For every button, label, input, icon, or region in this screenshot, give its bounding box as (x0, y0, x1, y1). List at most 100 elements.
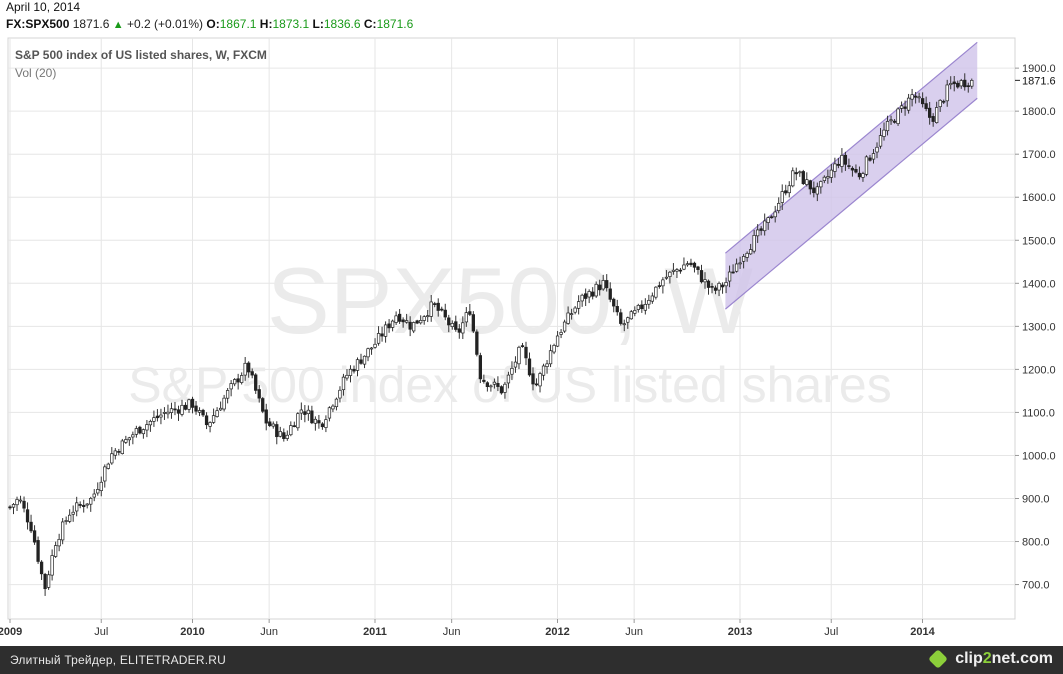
y-tick-label: 1200.0 (1022, 364, 1056, 376)
candle-body (784, 190, 788, 194)
close-value: 1871.6 (376, 17, 414, 31)
candle-body (836, 163, 841, 166)
candle-body (422, 316, 426, 321)
volume-indicator-label[interactable]: Vol (20) (15, 66, 56, 80)
candle-body (236, 378, 240, 383)
candle-body (496, 383, 500, 387)
y-tick-label: 800.0 (1022, 537, 1050, 549)
candle-body (148, 421, 153, 426)
candle-body (868, 157, 872, 161)
candle-body (913, 95, 918, 98)
candle-body (362, 355, 367, 365)
candle-body (605, 280, 609, 289)
x-tick-label: Jul (94, 626, 108, 638)
candle-body (254, 374, 258, 391)
candle-body (257, 389, 261, 399)
candle-body (833, 163, 837, 172)
candle-body (39, 561, 44, 575)
candle-body (629, 311, 633, 320)
last-price: 1871.6 (72, 17, 110, 31)
candle-body (770, 216, 774, 219)
candle-body (22, 500, 26, 509)
candle-body (685, 263, 690, 266)
candle-body (162, 411, 167, 414)
candle-body (285, 434, 289, 439)
candle-body (461, 322, 465, 334)
y-tick-label: 700.0 (1022, 580, 1050, 592)
candle-body (419, 320, 423, 324)
candle-body (706, 280, 711, 288)
symbol-name[interactable]: FX:SPX500 (6, 17, 70, 31)
open-value: 1867.1 (219, 17, 257, 31)
candle-body (882, 129, 886, 137)
x-tick-label: 2012 (545, 626, 569, 638)
candle-body (8, 506, 12, 509)
candle-body (173, 408, 177, 411)
last-price-axis-label: 1871.6 (1022, 75, 1056, 87)
candle-body (692, 262, 697, 268)
candle-body (204, 415, 209, 426)
candle-body (569, 313, 574, 316)
candle-body (756, 229, 760, 237)
candle-body (78, 504, 82, 506)
price-chart[interactable]: SPX500, W S&P 500 index of US listed sha… (0, 36, 1063, 646)
watermark-name: S&P 500 index of US listed shares (128, 357, 891, 413)
plot-frame (7, 37, 1016, 620)
candle-body (359, 359, 363, 364)
candle-body (696, 266, 700, 270)
candle-body (82, 504, 86, 507)
candle-body (341, 376, 346, 391)
candle-body (643, 304, 647, 311)
y-tick-label: 1800.0 (1022, 106, 1056, 118)
candle-body (791, 170, 795, 187)
channel-lower-line[interactable] (725, 97, 978, 310)
footer-bar: Элитный Трейдер, ELITETRADER.RU clip2net… (0, 646, 1063, 674)
candle-body (801, 171, 805, 185)
candle-body (878, 135, 883, 147)
candle-body (745, 252, 749, 258)
candle-body (699, 270, 704, 283)
candle-body (647, 299, 651, 305)
candle-body (608, 288, 612, 300)
candle-body (190, 398, 195, 408)
candle-body (440, 308, 444, 311)
candle-body (777, 202, 781, 212)
candle-body (545, 363, 549, 367)
candle-body (415, 320, 419, 324)
candle-body (917, 96, 921, 99)
candle-body (850, 167, 855, 171)
candle-body (601, 280, 605, 290)
chart-title: S&P 500 index of US listed shares, W, FX… (15, 48, 267, 62)
candle-body (250, 371, 254, 376)
candle-body (650, 295, 655, 302)
candle-body (36, 540, 40, 562)
y-tick-label: 1000.0 (1022, 450, 1056, 462)
candle-body (812, 187, 816, 194)
low-value: 1836.6 (323, 17, 361, 31)
candle-body (187, 399, 191, 410)
trend-channel[interactable] (725, 41, 978, 310)
candle-body (875, 146, 879, 153)
candle-body (299, 409, 303, 414)
candle-body (654, 286, 658, 298)
source-credit: Элитный Трейдер, ELITETRADER.RU (10, 653, 226, 667)
y-tick-label: 1600.0 (1022, 192, 1056, 204)
candle-body (443, 309, 447, 318)
low-label: L: (312, 17, 324, 31)
candle-body (794, 172, 798, 175)
candle-body (591, 291, 595, 297)
candle-body (138, 426, 142, 434)
x-tick-label: Jun (625, 626, 643, 638)
symbol-header: April 10, 2014 FX:SPX500 1871.6 ▲ +0.2 (… (0, 0, 1063, 36)
candle-body (513, 361, 518, 368)
candle-body (822, 176, 826, 181)
candle-body (380, 333, 384, 337)
candle-body (222, 397, 226, 410)
candle-body (457, 328, 461, 333)
candle-body (843, 154, 848, 165)
candle-body (348, 368, 353, 376)
candle-body (478, 355, 483, 380)
candle-body (155, 415, 160, 419)
candle-body (598, 284, 602, 291)
y-tick-label: 900.0 (1022, 493, 1050, 505)
